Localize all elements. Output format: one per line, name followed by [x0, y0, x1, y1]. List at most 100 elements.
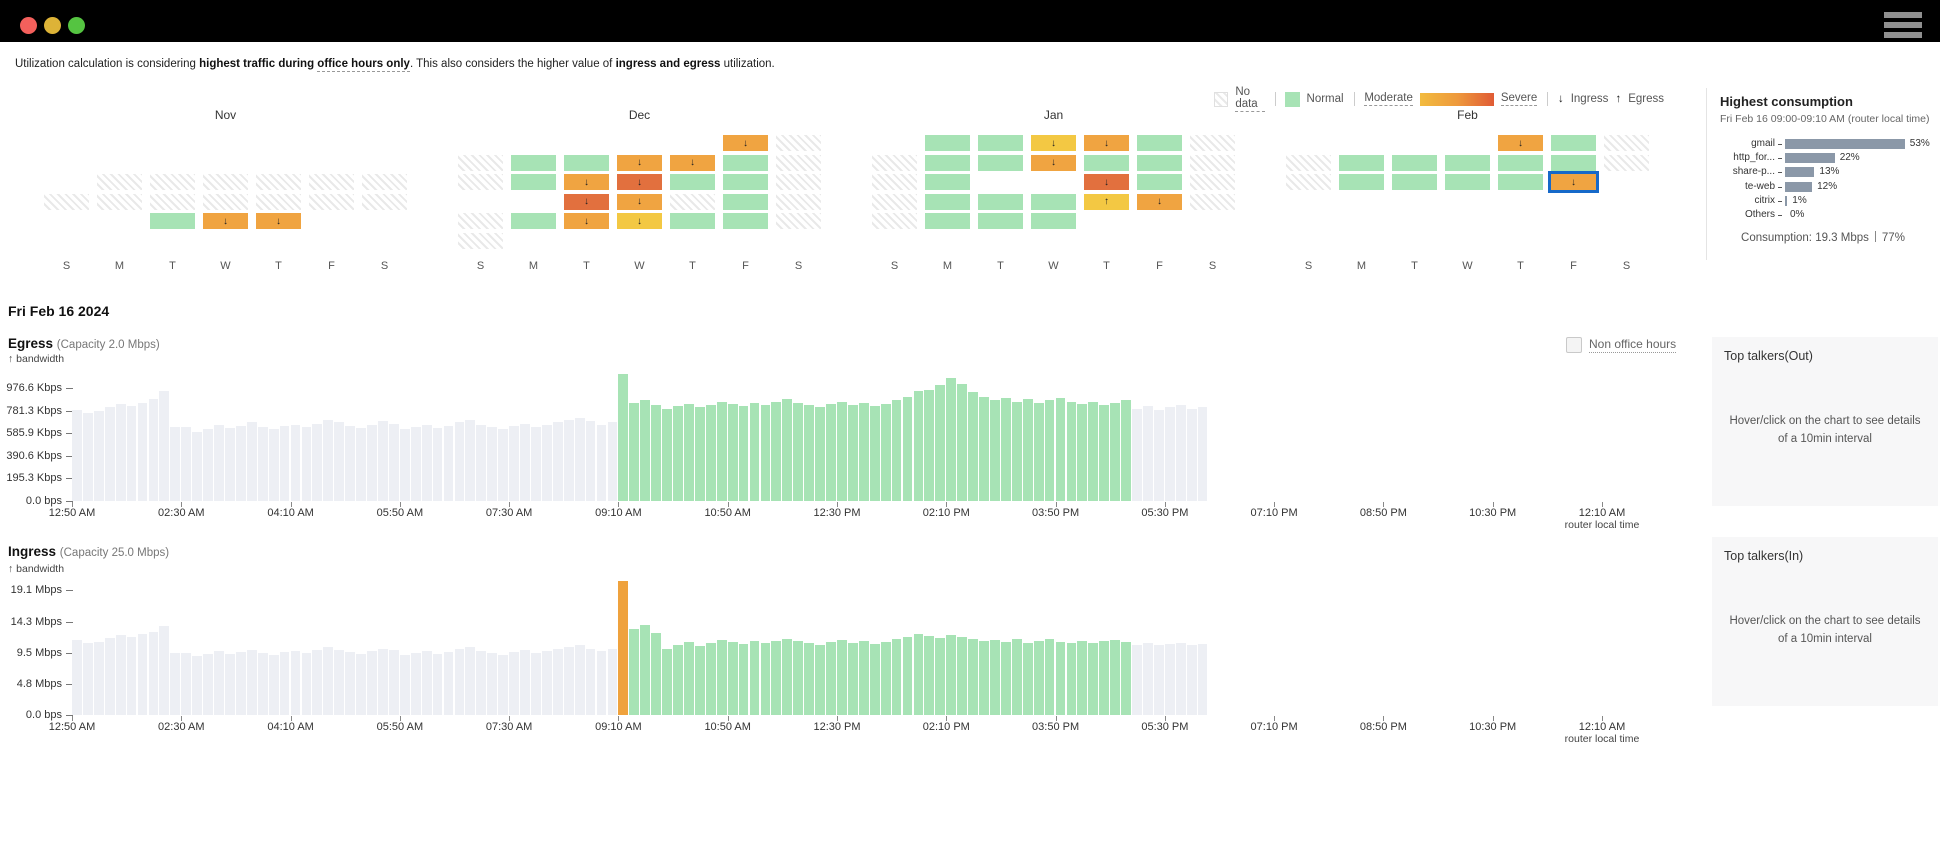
bandwidth-bar[interactable]: [1186, 408, 1197, 501]
bandwidth-bar[interactable]: [902, 636, 913, 715]
bandwidth-bar[interactable]: [334, 649, 345, 715]
bandwidth-bar[interactable]: [1077, 640, 1088, 715]
bandwidth-bar[interactable]: [1044, 400, 1055, 501]
bandwidth-bar[interactable]: [1121, 641, 1131, 715]
bandwidth-bar[interactable]: [1175, 405, 1186, 501]
bandwidth-bar[interactable]: [159, 626, 170, 715]
window-zoom-button[interactable]: [68, 17, 85, 34]
calendar-day-cell[interactable]: ↓: [617, 154, 662, 171]
bandwidth-bar[interactable]: [815, 644, 825, 715]
bandwidth-bar[interactable]: [574, 417, 585, 501]
bandwidth-bar[interactable]: [104, 407, 115, 501]
bandwidth-bar[interactable]: [356, 653, 366, 715]
bandwidth-bar[interactable]: [913, 634, 924, 715]
bandwidth-bar[interactable]: [159, 390, 170, 501]
bandwidth-bar[interactable]: [869, 643, 880, 715]
bandwidth-bar[interactable]: [1143, 406, 1153, 501]
bandwidth-bar[interactable]: [301, 427, 312, 501]
calendar-day-cell[interactable]: ↓: [256, 213, 301, 230]
bandwidth-bar[interactable]: [1175, 642, 1186, 715]
bandwidth-bar[interactable]: [957, 384, 968, 501]
calendar-day-cell[interactable]: ↓: [564, 193, 609, 210]
window-minimize-button[interactable]: [44, 17, 61, 34]
bandwidth-bar[interactable]: [323, 647, 334, 715]
calendar-day-cell[interactable]: [1339, 174, 1384, 191]
bandwidth-bar[interactable]: [629, 628, 640, 715]
calendar-day-cell[interactable]: [1392, 154, 1437, 171]
calendar-day-cell-no-data[interactable]: [203, 193, 248, 210]
bandwidth-bar[interactable]: [826, 403, 836, 501]
calendar-day-cell-no-data[interactable]: [670, 193, 715, 210]
calendar-day-cell[interactable]: ↓: [617, 193, 662, 210]
bandwidth-bar[interactable]: [727, 641, 738, 715]
bandwidth-bar[interactable]: [837, 640, 847, 715]
calendar-day-cell[interactable]: [978, 193, 1023, 210]
bandwidth-bar[interactable]: [225, 653, 235, 715]
calendar-day-cell[interactable]: [1137, 135, 1182, 151]
bandwidth-bar[interactable]: [1033, 641, 1044, 715]
bandwidth-bar[interactable]: [1164, 407, 1175, 501]
calendar-day-cell-no-data[interactable]: [458, 213, 503, 230]
calendar-day-cell[interactable]: ↓: [564, 213, 609, 230]
bandwidth-bar[interactable]: [684, 641, 694, 715]
bandwidth-bar[interactable]: [1088, 401, 1099, 501]
calendar-day-cell-no-data[interactable]: [458, 154, 503, 171]
bandwidth-bar[interactable]: [563, 420, 574, 501]
bandwidth-bar[interactable]: [815, 407, 825, 501]
bandwidth-bar[interactable]: [432, 653, 443, 715]
bandwidth-bar[interactable]: [694, 407, 705, 501]
bandwidth-bar[interactable]: [531, 427, 541, 501]
bandwidth-bar[interactable]: [290, 651, 301, 715]
legend-moderate-label[interactable]: Moderate: [1364, 92, 1413, 106]
bandwidth-bar[interactable]: [979, 396, 989, 501]
calendar-day-cell-no-data[interactable]: [44, 193, 89, 210]
bandwidth-bar[interactable]: [1033, 402, 1044, 501]
bandwidth-bar[interactable]: [1022, 643, 1033, 715]
bandwidth-bar[interactable]: [1055, 398, 1066, 501]
hc-bar[interactable]: [1785, 167, 1815, 178]
bandwidth-bar[interactable]: [246, 422, 257, 501]
bandwidth-bar[interactable]: [192, 656, 203, 715]
bandwidth-bar[interactable]: [738, 406, 749, 501]
bandwidth-bar[interactable]: [1066, 401, 1077, 501]
bandwidth-bar[interactable]: [115, 403, 126, 501]
calendar-day-cell[interactable]: [1392, 174, 1437, 191]
bandwidth-bar[interactable]: [1132, 408, 1142, 501]
bandwidth-bar[interactable]: [607, 422, 618, 501]
bandwidth-bar[interactable]: [727, 403, 738, 501]
bandwidth-bar[interactable]: [990, 400, 1000, 501]
bandwidth-bar[interactable]: [596, 424, 607, 501]
hc-bar[interactable]: [1785, 181, 1813, 192]
bandwidth-bar[interactable]: [541, 424, 552, 501]
bandwidth-bar[interactable]: [399, 429, 410, 501]
bandwidth-bar[interactable]: [279, 652, 290, 715]
bandwidth-bar[interactable]: [345, 425, 356, 501]
calendar-day-cell-no-data[interactable]: [776, 154, 821, 171]
calendar-day-cell-no-data[interactable]: [1190, 135, 1235, 151]
bandwidth-bar[interactable]: [465, 420, 476, 501]
calendar-day-cell[interactable]: ↓: [1084, 135, 1129, 151]
calendar-day-cell-no-data[interactable]: [150, 193, 195, 210]
bandwidth-bar[interactable]: [1143, 643, 1153, 715]
bandwidth-bar[interactable]: [82, 413, 93, 501]
bandwidth-bar[interactable]: [487, 427, 498, 501]
bandwidth-bar[interactable]: [880, 641, 891, 715]
bandwidth-bar[interactable]: [957, 636, 968, 715]
bandwidth-bar[interactable]: [432, 428, 443, 501]
calendar-day-cell-no-data[interactable]: [1286, 174, 1331, 191]
bandwidth-bar[interactable]: [148, 399, 159, 501]
bandwidth-bar[interactable]: [541, 651, 552, 715]
bandwidth-bar[interactable]: [837, 401, 847, 501]
bandwidth-bar[interactable]: [585, 421, 596, 501]
bandwidth-bar[interactable]: [137, 634, 148, 715]
bandwidth-bar[interactable]: [509, 425, 519, 501]
bandwidth-bar[interactable]: [399, 655, 410, 715]
menu-button[interactable]: [1884, 12, 1922, 38]
bandwidth-bar[interactable]: [716, 640, 727, 715]
bandwidth-bar[interactable]: [345, 651, 356, 715]
calendar-day-cell[interactable]: [925, 154, 970, 171]
bandwidth-bar[interactable]: [694, 645, 705, 715]
bandwidth-bar[interactable]: [487, 653, 498, 715]
bandwidth-bar[interactable]: [356, 428, 366, 501]
calendar-day-cell-no-data[interactable]: [150, 174, 195, 191]
